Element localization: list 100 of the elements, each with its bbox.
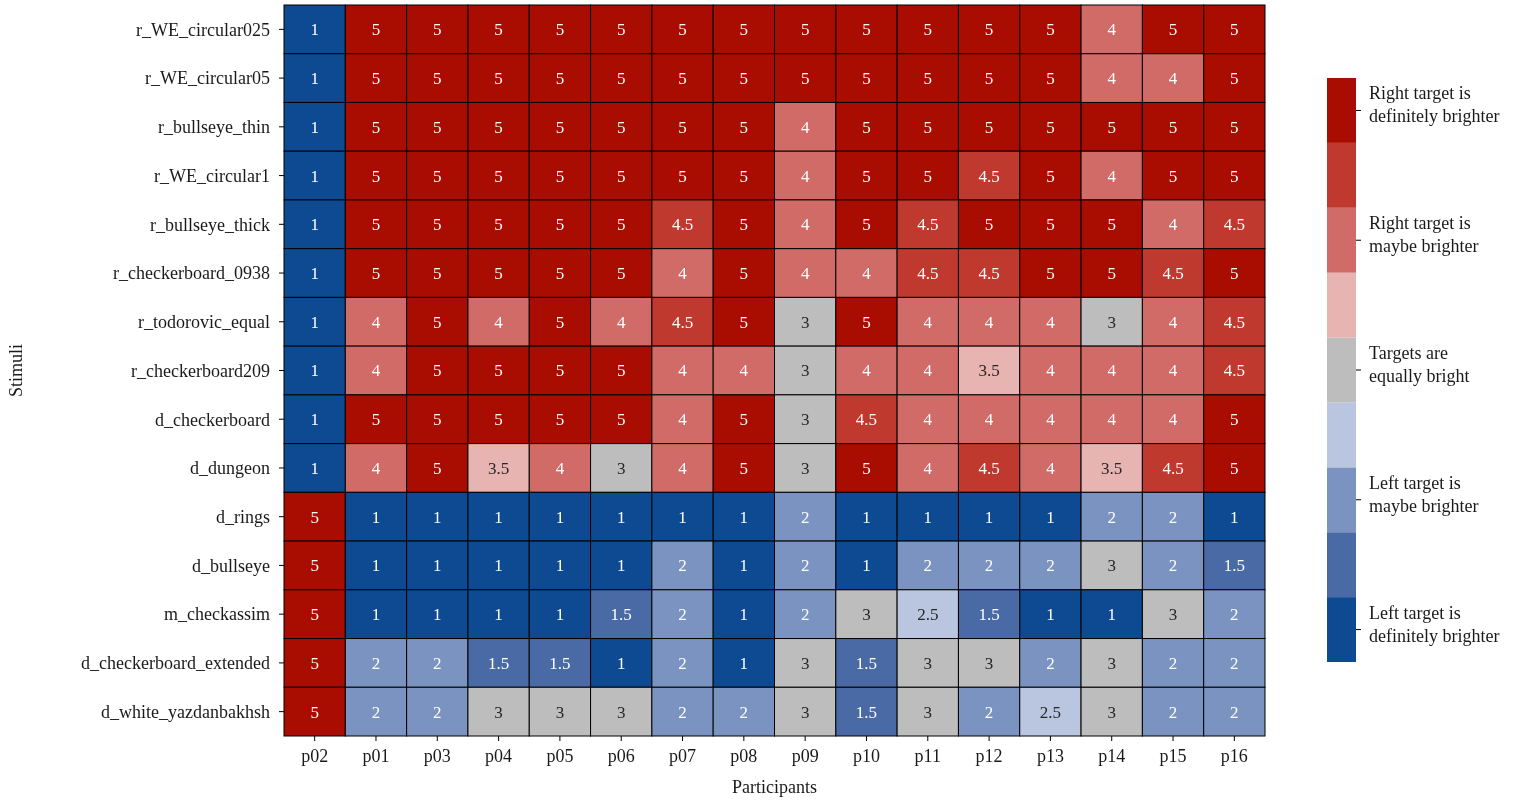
data-label: 1 bbox=[310, 166, 319, 186]
data-label: 1 bbox=[494, 605, 503, 625]
data-label: 5 bbox=[862, 69, 871, 89]
data-label: 3 bbox=[984, 653, 994, 673]
data-label: 5 bbox=[739, 20, 749, 40]
data-label: 1 bbox=[1107, 605, 1116, 625]
data-label: 1 bbox=[1046, 605, 1055, 625]
y-tick-label: d_bullseye bbox=[192, 555, 270, 576]
data-label: 3 bbox=[1107, 556, 1116, 576]
data-label: 1 bbox=[555, 556, 565, 576]
data-label: 5 bbox=[433, 117, 442, 137]
data-label: 5 bbox=[616, 361, 626, 381]
data-label: 5 bbox=[494, 69, 503, 89]
data-label: 2 bbox=[800, 507, 810, 527]
data-label: 4 bbox=[555, 458, 565, 478]
data-label: 3 bbox=[616, 458, 626, 478]
data-label: 4 bbox=[1107, 166, 1117, 186]
y-tick-label: d_dungeon bbox=[190, 458, 270, 479]
x-tick-label: p07 bbox=[669, 746, 697, 766]
data-label: 3 bbox=[800, 702, 810, 722]
x-tick-label: p11 bbox=[914, 746, 941, 766]
data-label: 1 bbox=[371, 605, 381, 625]
data-label: 5 bbox=[371, 215, 381, 235]
data-label: 2 bbox=[1168, 507, 1178, 527]
x-tick-label: p04 bbox=[485, 746, 513, 766]
data-label: 5 bbox=[1230, 166, 1239, 186]
data-label: 5 bbox=[371, 410, 381, 430]
data-label: 2 bbox=[1230, 605, 1239, 625]
data-label: 3 bbox=[1107, 702, 1116, 722]
data-label: 3 bbox=[862, 605, 871, 625]
x-tick-label: p03 bbox=[423, 746, 451, 766]
data-label: 4 bbox=[923, 458, 933, 478]
data-label: 1 bbox=[616, 556, 626, 576]
data-label: 5 bbox=[923, 166, 933, 186]
data-label: 5 bbox=[739, 263, 749, 283]
data-label: 1 bbox=[494, 507, 503, 527]
data-label: 1 bbox=[310, 20, 319, 40]
y-tick-label: d_checkerboard bbox=[155, 409, 270, 430]
data-label: 5 bbox=[984, 20, 994, 40]
data-label: 5 bbox=[1107, 215, 1116, 235]
x-tick-label: p09 bbox=[791, 746, 819, 766]
data-label: 5 bbox=[433, 361, 442, 381]
data-label: 2 bbox=[678, 605, 687, 625]
data-label: 4 bbox=[1168, 215, 1178, 235]
data-label: 5 bbox=[616, 117, 626, 137]
data-label: 4 bbox=[1168, 410, 1178, 430]
data-label: 5 bbox=[433, 312, 442, 332]
data-label: 2.5 bbox=[917, 605, 939, 625]
data-label: 4 bbox=[984, 410, 994, 430]
color-bar-label: Right target is maybe brighter bbox=[1369, 213, 1479, 257]
data-label: 1 bbox=[923, 507, 933, 527]
data-label: 5 bbox=[616, 166, 626, 186]
data-label: 1.5 bbox=[487, 653, 510, 673]
data-label: 4 bbox=[1046, 361, 1056, 381]
data-label: 5 bbox=[371, 117, 381, 137]
y-tick-label: r_bullseye_thick bbox=[150, 214, 270, 235]
data-label: 5 bbox=[678, 166, 687, 186]
data-label: 1 bbox=[1230, 507, 1239, 527]
data-label: 3 bbox=[923, 702, 933, 722]
x-tick-label: p14 bbox=[1098, 746, 1126, 766]
data-label: 4.5 bbox=[1162, 458, 1184, 478]
data-label: 1 bbox=[310, 458, 319, 478]
y-tick-label: r_checkerboard209 bbox=[131, 360, 270, 381]
data-label: 4.5 bbox=[917, 263, 939, 283]
data-label: 1.5 bbox=[978, 605, 1000, 625]
data-label: 4 bbox=[923, 361, 933, 381]
data-label: 5 bbox=[494, 263, 503, 283]
data-label: 4.5 bbox=[671, 312, 694, 332]
data-label: 4.5 bbox=[978, 458, 1000, 478]
data-label: 2 bbox=[433, 653, 442, 673]
data-label: 4 bbox=[1168, 312, 1178, 332]
data-label: 4 bbox=[678, 458, 688, 478]
data-label: 4 bbox=[1046, 312, 1056, 332]
data-label: 2 bbox=[984, 702, 994, 722]
data-label: 1 bbox=[739, 507, 749, 527]
x-tick-label: p02 bbox=[301, 746, 329, 766]
data-label: 5 bbox=[862, 117, 871, 137]
color-bar-label: Left target is maybe brighter bbox=[1369, 472, 1479, 516]
data-label: 5 bbox=[678, 117, 687, 137]
data-label: 5 bbox=[1230, 20, 1239, 40]
data-label: 4 bbox=[1046, 410, 1056, 430]
data-label: 2 bbox=[984, 556, 994, 576]
data-label: 5 bbox=[1168, 166, 1178, 186]
data-label: 1 bbox=[616, 653, 626, 673]
y-tick-label: r_bullseye_thin bbox=[158, 117, 270, 138]
data-label: 5 bbox=[1230, 69, 1239, 89]
data-label: 5 bbox=[1168, 117, 1178, 137]
data-label: 1 bbox=[739, 556, 749, 576]
data-label: 5 bbox=[1230, 458, 1239, 478]
data-label: 4 bbox=[800, 117, 810, 137]
data-label: 5 bbox=[1046, 166, 1055, 186]
data-label: 4.5 bbox=[917, 215, 939, 235]
data-label: 3 bbox=[1107, 653, 1116, 673]
data-label: 5 bbox=[984, 215, 994, 235]
data-label: 5 bbox=[433, 20, 442, 40]
data-label: 5 bbox=[371, 69, 381, 89]
data-label: 5 bbox=[1046, 263, 1055, 283]
data-label: 4 bbox=[494, 312, 504, 332]
data-label: 5 bbox=[1046, 20, 1055, 40]
data-label: 1 bbox=[310, 263, 319, 283]
